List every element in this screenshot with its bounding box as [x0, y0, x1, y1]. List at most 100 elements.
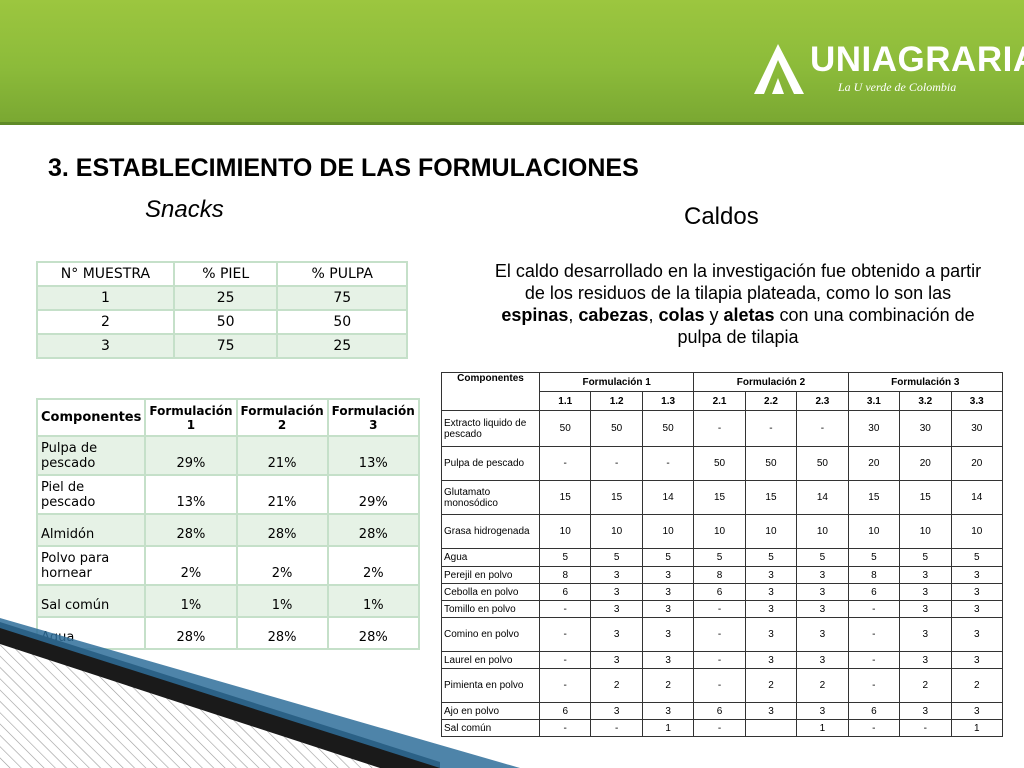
table-cell: 50: [796, 446, 849, 481]
table-header-row: N° MUESTRA % PIEL % PULPA: [36, 261, 408, 287]
table-cell: 75: [276, 285, 408, 311]
table-header-cell: 1.3: [641, 391, 695, 411]
table-header-cell: Formulación 1: [538, 372, 695, 392]
table-cell: 15: [899, 480, 952, 515]
table-cell: 29%: [144, 435, 238, 476]
table-cell: 13%: [326, 435, 420, 476]
snacks-table: Componentes Formulación 1 Formulación 2 …: [35, 398, 420, 650]
table-row: Pulpa de pescado - - -50 50 50 20 20 20: [441, 446, 1003, 481]
table-cell-component: Cebolla en polvo: [441, 583, 540, 601]
table-cell-component: Perejil en polvo: [441, 566, 540, 584]
table-row: Polvo para hornear 2% 2% 2%: [35, 545, 420, 586]
table-cell: 20: [847, 446, 901, 481]
table-header-cell: 1.1: [538, 391, 592, 411]
table-cell: 3: [641, 566, 695, 584]
table-cell: 3: [641, 583, 695, 601]
table-cell: 3: [950, 583, 1003, 601]
table-cell: 3: [744, 583, 798, 601]
table-cell: Sal común: [35, 584, 147, 618]
table-cell: 29%: [326, 474, 420, 515]
table-cell-component: Agua: [441, 548, 540, 567]
table-header-row: Componentes Formulación 1 Formulación 2 …: [441, 372, 1004, 411]
table-cell: 6: [693, 583, 746, 601]
table-cell: 15: [538, 480, 592, 515]
table-cell: 10: [641, 514, 695, 549]
table-cell: -: [693, 719, 746, 737]
table-row: Almidón 28% 28% 28%: [35, 513, 420, 547]
table-row: Agua 5 5 5 5 5 5 5 5 5: [441, 548, 1003, 567]
table-cell: 3: [950, 566, 1003, 584]
table-cell: 50: [641, 410, 695, 447]
table-cell: 3: [590, 566, 643, 584]
table-cell: 3: [899, 566, 952, 584]
table-cell: 1%: [326, 584, 420, 618]
table-cell: 21%: [235, 435, 329, 476]
table-header-cell: Formulación 1: [144, 398, 238, 437]
table-header-cell: 3.1: [847, 391, 901, 411]
table-header-cell: Formulación 3: [847, 372, 1004, 392]
table-cell: -: [641, 446, 695, 481]
table-cell: 25: [276, 333, 408, 359]
table-cell: -: [796, 410, 849, 447]
table-row: Laurel en polvo -3 3-3 3-3 3: [441, 651, 1003, 669]
table-cell-component: Pimienta en polvo: [441, 668, 540, 703]
decorative-stripes: [0, 618, 520, 768]
table-cell: -: [744, 410, 798, 447]
table-cell: 28%: [144, 616, 238, 650]
table-cell: 15: [847, 480, 901, 515]
table-row: Pimienta en polvo -2 2-2 2-2 2: [441, 668, 1003, 703]
table-cell: 2: [641, 668, 695, 703]
logo-text: UNIAGRARIA: [810, 40, 1024, 79]
table-cell: 6: [538, 583, 592, 601]
table-cell: Almidón: [35, 513, 147, 547]
table-cell: 2: [950, 668, 1003, 703]
snacks-label: Snacks: [145, 196, 224, 223]
table-cell: -: [847, 668, 901, 703]
table-cell: 2: [36, 309, 175, 335]
table-header-cell: 2.3: [796, 391, 849, 411]
table-cell: 50: [590, 410, 643, 447]
table-cell: 3: [899, 583, 952, 601]
table-cell: 2%: [326, 545, 420, 586]
caldos-table-body: Extracto liquido de pescado 50 50 50- - -30 30…: [441, 410, 1003, 737]
table-cell: 28%: [326, 513, 420, 547]
table-cell: 3: [796, 583, 849, 601]
table-cell: 10: [950, 514, 1003, 549]
table-header-cell: 2.1: [693, 391, 746, 411]
table-cell: 28%: [235, 616, 329, 650]
table-header-cell: 3.3: [950, 391, 1003, 411]
uniagraria-logo-icon: [754, 44, 804, 94]
table-cell: 21%: [235, 474, 329, 515]
table-cell: 5: [641, 548, 695, 567]
table-cell: 14: [950, 480, 1003, 515]
table-cell: 3: [899, 617, 952, 652]
table-header-cell: Formulación 3: [326, 398, 420, 437]
table-cell-component: Comino en polvo: [441, 617, 540, 652]
table-cell: Polvo para hornear: [35, 545, 147, 586]
table-header-cell: Formulación 2: [693, 372, 849, 392]
muestra-table: N° MUESTRA % PIEL % PULPA 1 25 75 2 50 5…: [36, 261, 408, 359]
header-divider: [0, 122, 1024, 125]
header-banner: [0, 0, 1024, 122]
table-cell: Pulpa de pescado: [35, 435, 147, 476]
table-header-cell: 3.2: [899, 391, 952, 411]
table-cell: -: [693, 668, 746, 703]
table-row: 3 75 25: [36, 333, 408, 359]
table-row: Grasa hidrogenada 10 10 10 10 10 10 10 10 10: [441, 514, 1003, 549]
caldos-label: Caldos: [684, 203, 759, 230]
table-row: Sal común 1% 1% 1%: [35, 584, 420, 618]
table-cell: 5: [899, 548, 952, 567]
table-cell: 8: [538, 566, 592, 584]
table-cell: 14: [641, 480, 695, 515]
table-header-cell: 1.2: [590, 391, 643, 411]
table-cell-component: Glutamato monosódico: [441, 480, 540, 515]
table-cell: 5: [744, 548, 798, 567]
table-cell: 13%: [144, 474, 238, 515]
table-cell: Piel de pescado: [35, 474, 147, 515]
table-cell: 30: [950, 410, 1003, 447]
table-cell: -: [693, 410, 746, 447]
table-header-cell: 2.2: [744, 391, 798, 411]
table-cell: 1%: [235, 584, 329, 618]
table-cell: 5: [590, 548, 643, 567]
table-header-cell: % PULPA: [276, 261, 408, 287]
